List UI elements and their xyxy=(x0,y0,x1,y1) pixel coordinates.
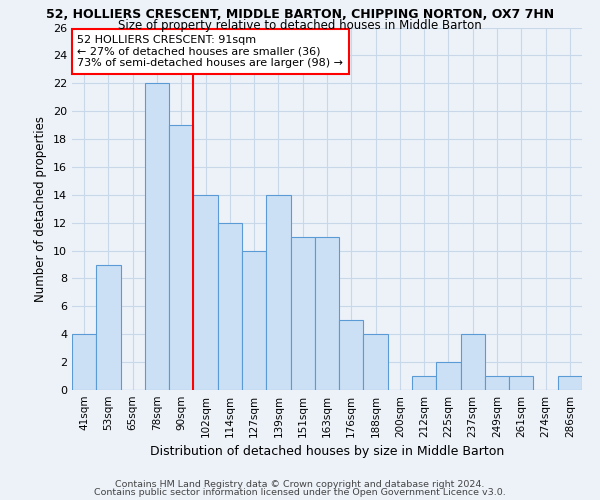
Bar xyxy=(412,376,436,390)
Text: Size of property relative to detached houses in Middle Barton: Size of property relative to detached ho… xyxy=(118,19,482,32)
Bar xyxy=(461,334,485,390)
Text: 52 HOLLIERS CRESCENT: 91sqm
← 27% of detached houses are smaller (36)
73% of sem: 52 HOLLIERS CRESCENT: 91sqm ← 27% of det… xyxy=(77,35,343,68)
Bar xyxy=(485,376,509,390)
Bar xyxy=(218,222,242,390)
Bar xyxy=(558,376,582,390)
Bar xyxy=(72,334,96,390)
Bar xyxy=(436,362,461,390)
X-axis label: Distribution of detached houses by size in Middle Barton: Distribution of detached houses by size … xyxy=(150,446,504,458)
Bar xyxy=(364,334,388,390)
Text: 52, HOLLIERS CRESCENT, MIDDLE BARTON, CHIPPING NORTON, OX7 7HN: 52, HOLLIERS CRESCENT, MIDDLE BARTON, CH… xyxy=(46,8,554,20)
Bar xyxy=(315,236,339,390)
Bar xyxy=(339,320,364,390)
Bar xyxy=(266,195,290,390)
Bar xyxy=(193,195,218,390)
Bar xyxy=(242,250,266,390)
Y-axis label: Number of detached properties: Number of detached properties xyxy=(34,116,47,302)
Bar xyxy=(290,236,315,390)
Bar xyxy=(509,376,533,390)
Bar xyxy=(96,264,121,390)
Bar xyxy=(145,84,169,390)
Text: Contains HM Land Registry data © Crown copyright and database right 2024.: Contains HM Land Registry data © Crown c… xyxy=(115,480,485,489)
Text: Contains public sector information licensed under the Open Government Licence v3: Contains public sector information licen… xyxy=(94,488,506,497)
Bar xyxy=(169,125,193,390)
